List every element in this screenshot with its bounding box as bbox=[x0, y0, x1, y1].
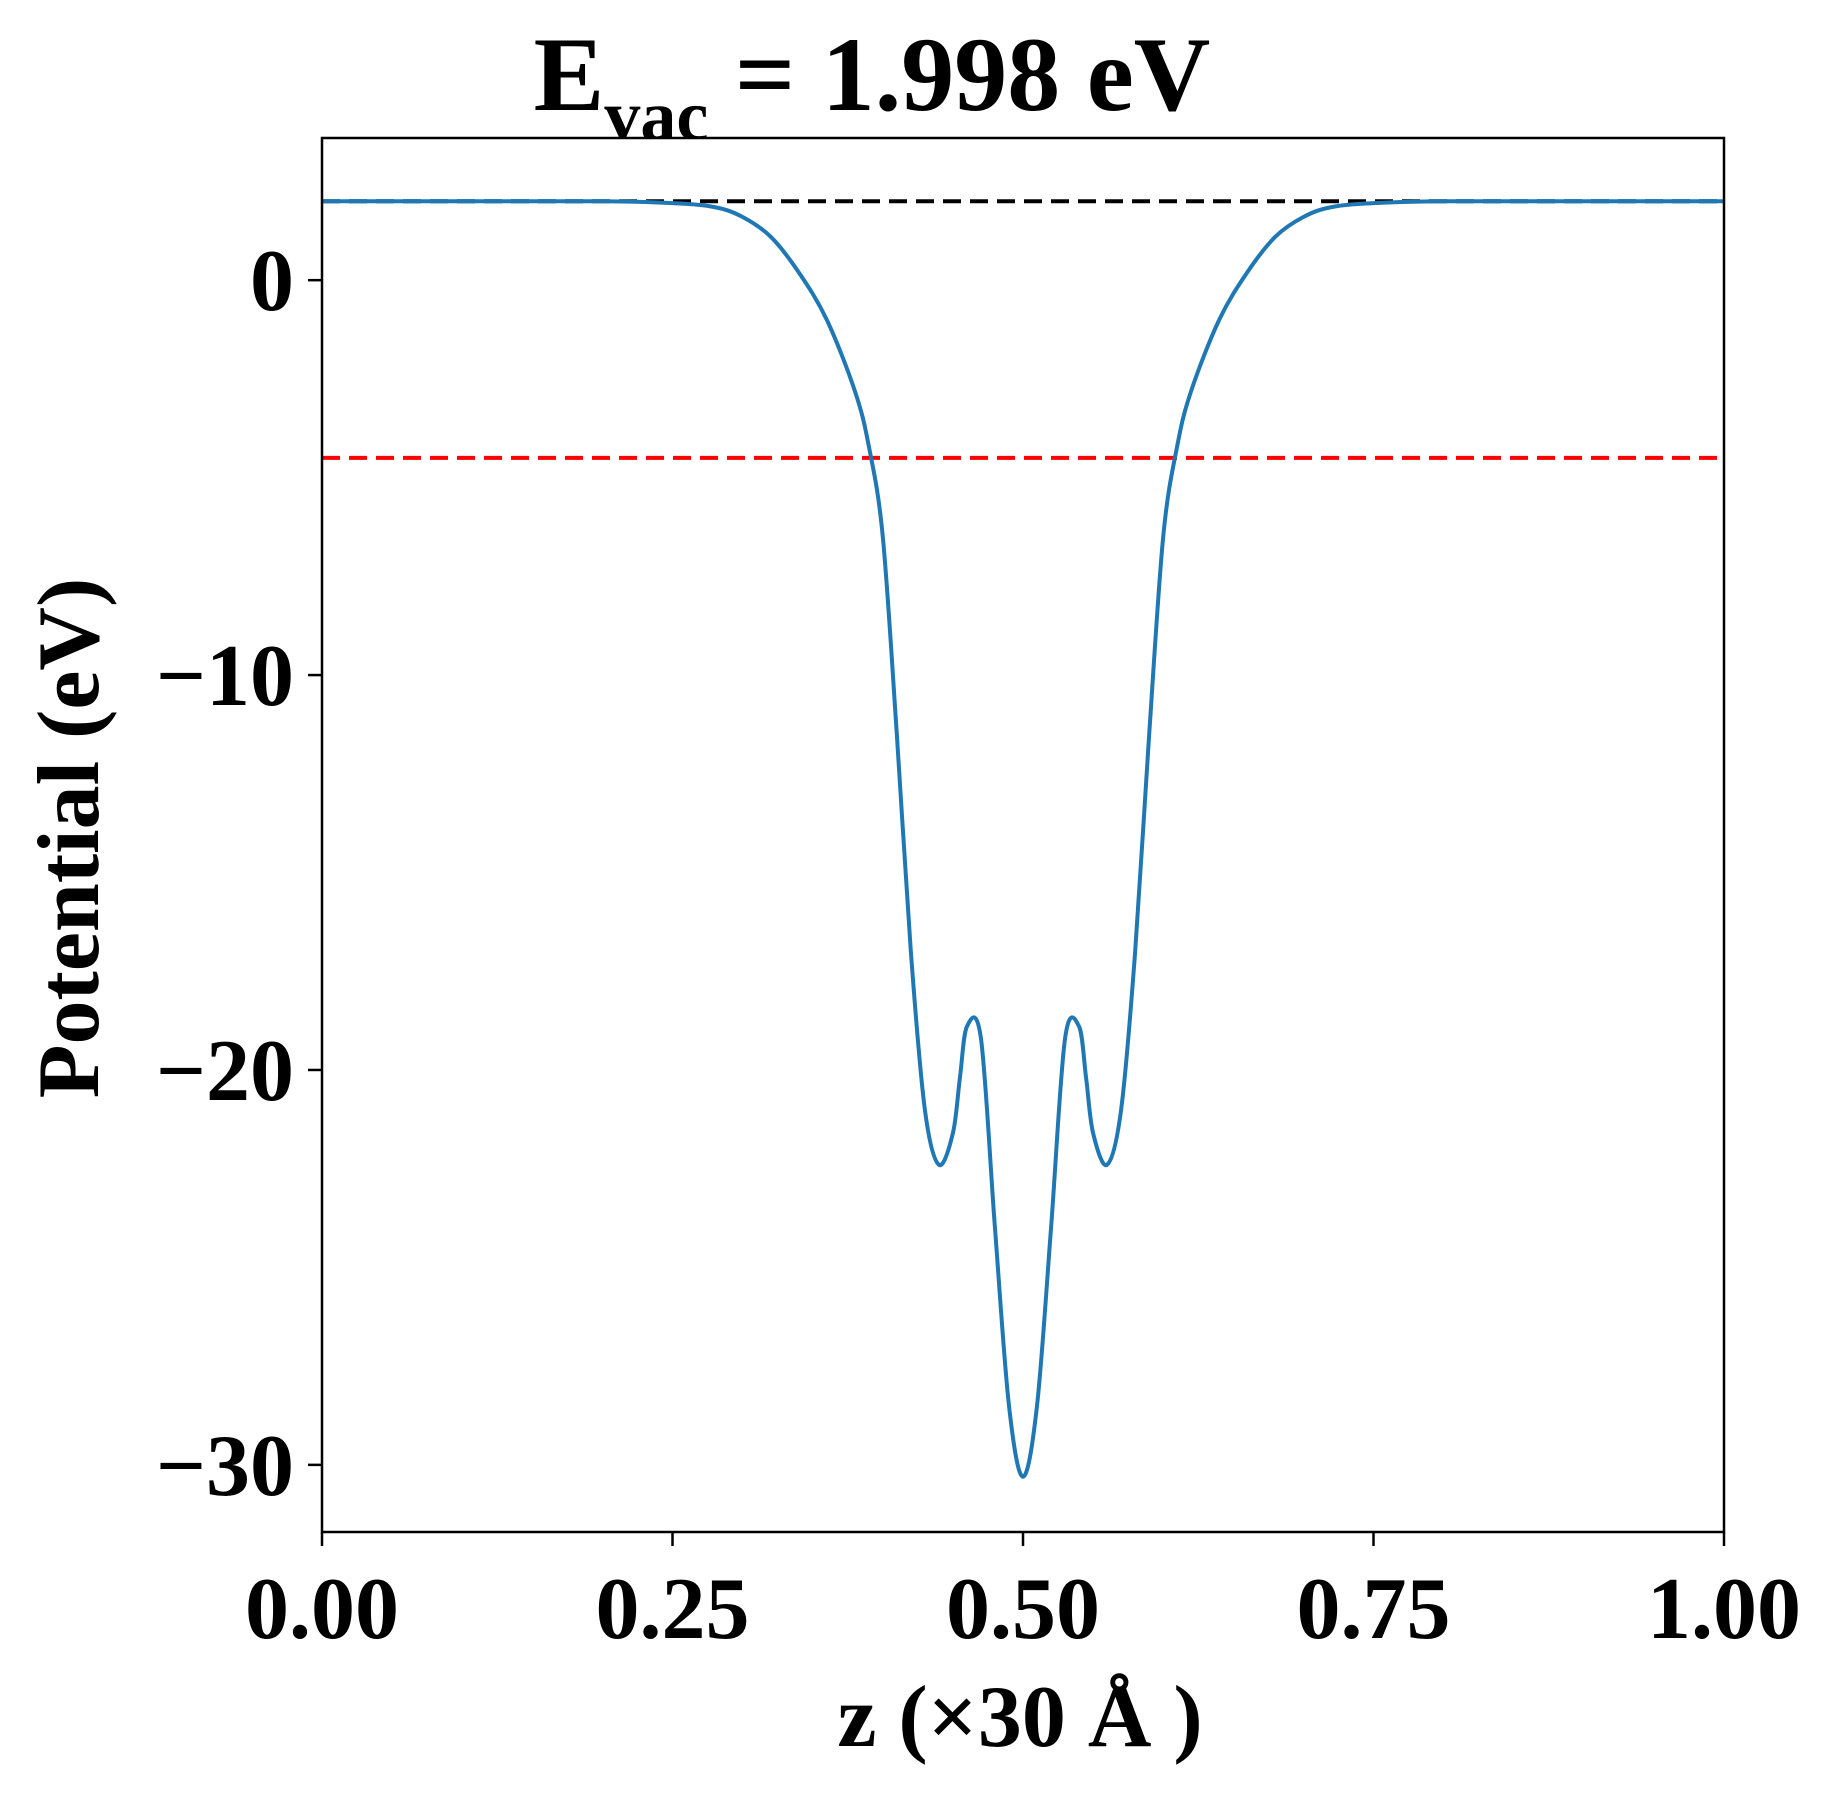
x-tick-label-0: 0.00 bbox=[245, 1561, 399, 1658]
y-tick-label-1: −10 bbox=[156, 628, 294, 725]
chart-title-prefix: E bbox=[534, 16, 605, 133]
y-tick-label-2: −20 bbox=[156, 1023, 294, 1120]
plot-background bbox=[322, 138, 1724, 1532]
plot-area bbox=[322, 138, 1724, 1532]
series-line-0 bbox=[321, 199, 1724, 1479]
y-tick-label-3: −30 bbox=[156, 1418, 294, 1515]
x-tick-label-3: 0.75 bbox=[1297, 1561, 1451, 1658]
x-axis-label: z (×30 Å ) bbox=[837, 1669, 1202, 1766]
chart-title: Evac = 1.998 eV bbox=[534, 16, 1211, 156]
chart-title-suffix: = 1.998 eV bbox=[708, 16, 1210, 133]
x-tick-label-4: 1.00 bbox=[1647, 1561, 1801, 1658]
series-layer bbox=[321, 199, 1724, 1479]
y-tick-label-0: 0 bbox=[250, 233, 294, 330]
x-tick-label-1: 0.25 bbox=[596, 1561, 750, 1658]
axes: 0.00 0.25 0.50 0.75 1.00 0 −10 −20 −30 bbox=[156, 136, 1801, 1658]
y-axis-label: Potential (eV) bbox=[21, 578, 118, 1098]
x-tick-label-2: 0.50 bbox=[946, 1561, 1100, 1658]
